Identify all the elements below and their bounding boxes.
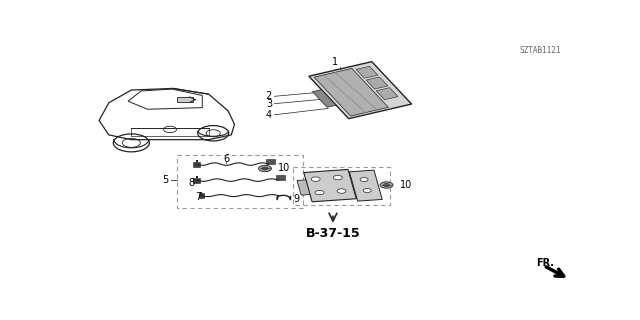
- Text: 8: 8: [188, 178, 194, 188]
- Circle shape: [383, 184, 390, 187]
- Bar: [276, 175, 285, 180]
- Text: 7: 7: [195, 192, 202, 202]
- Bar: [199, 193, 204, 198]
- Polygon shape: [356, 66, 378, 78]
- Text: SZTAB1121: SZTAB1121: [520, 46, 561, 55]
- Text: 10: 10: [400, 180, 412, 190]
- Bar: [193, 178, 200, 183]
- Polygon shape: [366, 77, 388, 89]
- Polygon shape: [297, 180, 310, 195]
- Polygon shape: [304, 170, 356, 202]
- Polygon shape: [314, 68, 388, 116]
- Text: 2: 2: [266, 91, 272, 101]
- Circle shape: [315, 190, 324, 195]
- Text: 6: 6: [223, 154, 229, 164]
- Text: 4: 4: [266, 110, 272, 120]
- Circle shape: [337, 189, 346, 193]
- Bar: [196, 176, 198, 178]
- Circle shape: [333, 175, 342, 180]
- Circle shape: [262, 167, 268, 170]
- Polygon shape: [309, 62, 412, 119]
- Text: 3: 3: [266, 99, 272, 109]
- Circle shape: [311, 177, 320, 181]
- Polygon shape: [349, 170, 382, 201]
- Bar: [177, 156, 303, 208]
- Bar: [293, 166, 390, 205]
- Circle shape: [380, 182, 393, 188]
- Text: 10: 10: [278, 164, 291, 173]
- Bar: [177, 97, 193, 102]
- Polygon shape: [312, 90, 336, 107]
- Bar: [201, 192, 202, 193]
- Circle shape: [259, 165, 271, 172]
- Text: B-37-15: B-37-15: [306, 227, 360, 240]
- Polygon shape: [376, 88, 398, 100]
- Text: 9: 9: [293, 194, 300, 204]
- Bar: [196, 160, 198, 162]
- Text: 5: 5: [162, 175, 168, 185]
- Text: FR.: FR.: [536, 258, 554, 268]
- Bar: [193, 162, 200, 167]
- Bar: [266, 159, 275, 164]
- Circle shape: [364, 188, 371, 192]
- Circle shape: [360, 178, 368, 181]
- Text: 1: 1: [332, 57, 339, 67]
